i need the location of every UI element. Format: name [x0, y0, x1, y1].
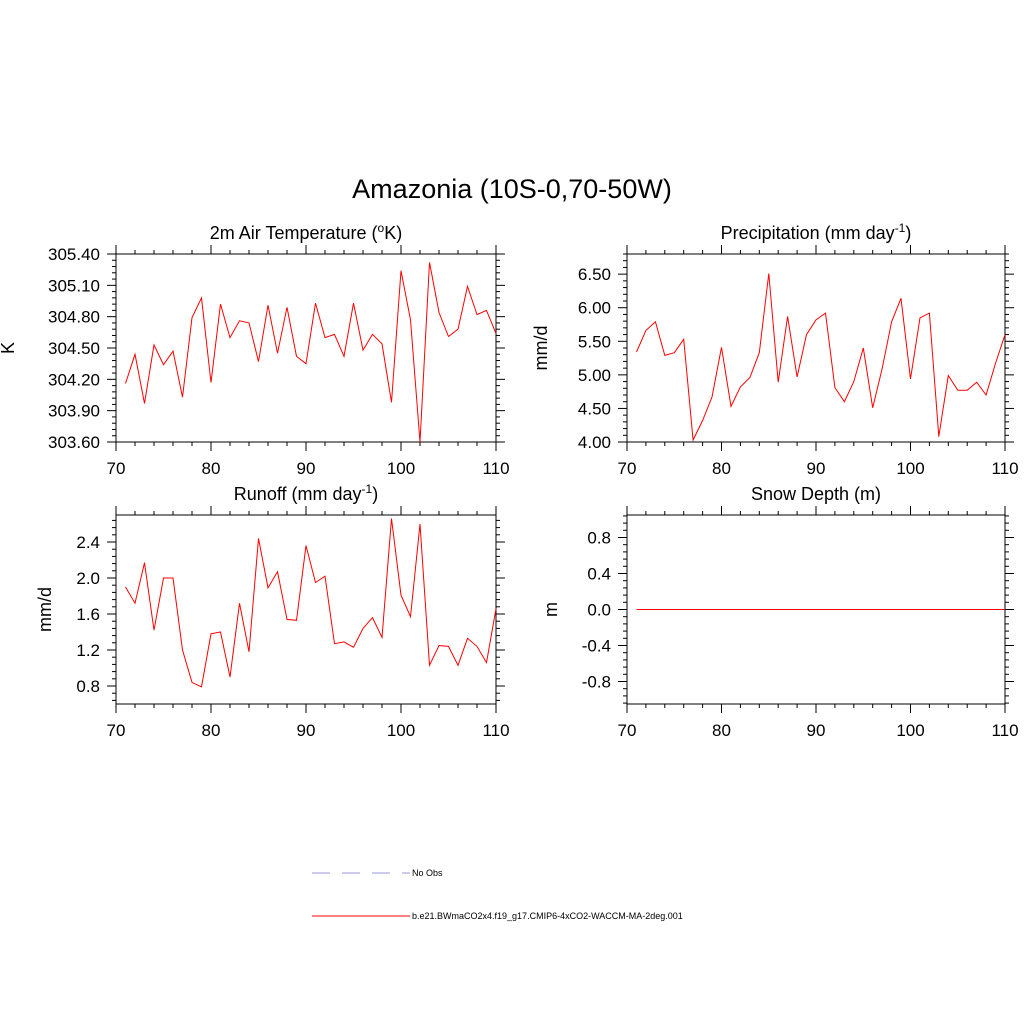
panel-1: 2m Air Temperature (oK) K 70 80 90 100 110 303.… — [0, 221, 510, 478]
x-tick-label: 110 — [991, 459, 1018, 478]
x-tick-label: 80 — [712, 721, 731, 740]
y-tick-label: 304.50 — [48, 339, 100, 358]
y-tick-label: 4.00 — [578, 433, 611, 452]
panel-4: Snow Depth (m) m 70 80 90 100 110 -0.8 -0.4 0.0 0.… — [541, 484, 1019, 740]
x-tick-label: 110 — [482, 459, 509, 478]
y-tick-label: 1.2 — [76, 641, 100, 660]
x-tick-label: 110 — [482, 721, 509, 740]
y-tick-label: 305.10 — [48, 276, 100, 295]
y-axis-label: m — [541, 602, 561, 617]
x-tick-label: 110 — [991, 721, 1018, 740]
x-tick-label: 100 — [896, 721, 924, 740]
plot-frame — [626, 253, 1006, 443]
x-tick-label: 70 — [618, 721, 637, 740]
x-tick-label: 100 — [896, 459, 924, 478]
x-tick-label: 80 — [202, 721, 221, 740]
x-tick-label: 80 — [202, 459, 221, 478]
legend-item: No Obs — [312, 868, 443, 878]
y-tick-label: 6.50 — [578, 265, 611, 284]
y-tick-label: 1.6 — [76, 605, 100, 624]
y-tick-label: -0.4 — [582, 637, 611, 656]
y-tick-label: 304.80 — [48, 308, 100, 327]
panel-2: Precipitation (mm day-1) mm/d 70 80 90 100 110… — [531, 221, 1019, 478]
x-tick-label: 70 — [618, 459, 637, 478]
x-tick-label: 70 — [107, 721, 126, 740]
y-tick-label: 0.8 — [587, 529, 611, 548]
y-axis-label: K — [0, 342, 18, 354]
y-axis-label: mm/d — [35, 587, 55, 632]
y-tick-label: 0.0 — [587, 601, 611, 620]
plot-frame — [115, 514, 497, 705]
panel-title: 2m Air Temperature (oK) — [210, 221, 402, 243]
panel-title: Snow Depth (m) — [751, 484, 881, 504]
x-tick-label: 90 — [297, 459, 316, 478]
panel-title: Runoff (mm day-1) — [234, 482, 378, 504]
x-tick-label: 90 — [807, 459, 826, 478]
y-tick-label: 4.50 — [578, 399, 611, 418]
x-tick-label: 90 — [297, 721, 316, 740]
panel-title: Precipitation (mm day-1) — [721, 221, 912, 243]
y-tick-label: 303.90 — [48, 402, 100, 421]
y-tick-label: 2.0 — [76, 569, 100, 588]
legend-label: b.e21.BWmaCO2x4.f19_g17.CMIP6-4xCO2-WACC… — [412, 911, 683, 921]
series-line — [125, 518, 497, 688]
x-tick-label: 70 — [107, 459, 126, 478]
x-tick-label: 100 — [387, 721, 415, 740]
y-tick-label: 0.8 — [76, 677, 100, 696]
y-tick-label: 0.4 — [587, 565, 611, 584]
x-tick-label: 90 — [807, 721, 826, 740]
legend-item: b.e21.BWmaCO2x4.f19_g17.CMIP6-4xCO2-WACC… — [312, 911, 683, 921]
y-tick-label: -0.8 — [582, 673, 611, 692]
figure-title: Amazonia (10S-0,70-50W) — [352, 174, 672, 204]
series-line — [125, 262, 497, 443]
x-tick-label: 80 — [712, 459, 731, 478]
x-tick-label: 100 — [387, 459, 415, 478]
y-tick-label: 5.00 — [578, 366, 611, 385]
series-line — [636, 273, 1006, 442]
y-axis-label: mm/d — [531, 326, 551, 371]
y-tick-label: 2.4 — [76, 533, 100, 552]
y-tick-label: 5.50 — [578, 332, 611, 351]
plot-frame — [115, 253, 497, 443]
y-tick-label: 304.20 — [48, 370, 100, 389]
panel-3: Runoff (mm day-1) mm/d 70 80 90 100 110 0.8 1.2 1… — [35, 482, 510, 740]
legend: No Obs b.e21.BWmaCO2x4.f19_g17.CMIP6-4xCO… — [312, 868, 683, 921]
y-tick-label: 305.40 — [48, 245, 100, 264]
y-tick-label: 303.60 — [48, 433, 100, 452]
legend-label: No Obs — [412, 868, 443, 878]
panels: 2m Air Temperature (oK) K 70 80 90 100 110 303.… — [0, 221, 1019, 740]
y-tick-label: 6.00 — [578, 299, 611, 318]
